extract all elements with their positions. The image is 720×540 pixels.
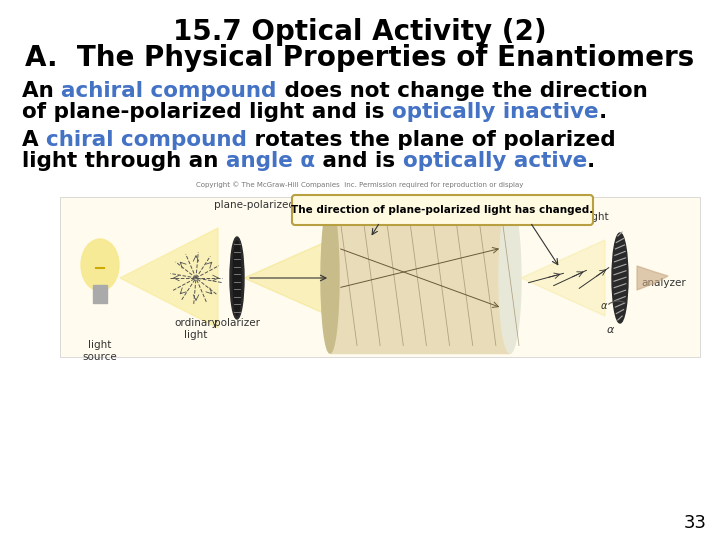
FancyBboxPatch shape (363, 202, 477, 224)
Ellipse shape (499, 203, 521, 353)
Text: An: An (22, 81, 61, 101)
Ellipse shape (612, 233, 628, 323)
Bar (93, 285, 107, 303)
Text: A.  The Physical Properties of Enantiomers: A. The Physical Properties of Enantiomer… (25, 44, 695, 72)
FancyBboxPatch shape (292, 195, 593, 225)
Polygon shape (521, 240, 605, 316)
Text: chiral compound: chiral compound (46, 130, 247, 150)
Ellipse shape (321, 203, 339, 353)
Text: optically active: optically active (402, 151, 587, 171)
Text: The direction of plane-polarized light has changed.: The direction of plane-polarized light h… (291, 205, 593, 215)
Ellipse shape (81, 239, 119, 291)
Text: rotates the plane of polarized: rotates the plane of polarized (247, 130, 616, 150)
Bar (330, 203, 510, 353)
Text: angle α: angle α (226, 151, 315, 171)
Text: .: . (598, 102, 607, 122)
Text: ordinary
light: ordinary light (174, 318, 218, 340)
Polygon shape (637, 266, 668, 290)
Text: exiting
plane-polarized light: exiting plane-polarized light (501, 200, 609, 221)
Text: does not change the direction: does not change the direction (276, 81, 647, 101)
Text: 15.7 Optical Activity (2): 15.7 Optical Activity (2) (174, 18, 546, 46)
Text: polarizer: polarizer (214, 318, 260, 328)
Text: and is: and is (315, 151, 402, 171)
Text: of plane-polarized light and is: of plane-polarized light and is (22, 102, 392, 122)
Text: sample tube: sample tube (387, 200, 452, 210)
Ellipse shape (233, 241, 241, 315)
Text: light
source: light source (83, 340, 117, 362)
Text: light through an: light through an (22, 151, 226, 171)
Text: α: α (600, 301, 607, 311)
Text: 33: 33 (684, 514, 707, 532)
Text: A: A (22, 130, 46, 150)
Text: chiral compound: chiral compound (374, 208, 466, 218)
Bar (60, 197, 700, 357)
Text: α: α (606, 325, 613, 335)
Text: Copyright © The McGraw-Hill Companies  Inc. Permission required for reproduction: Copyright © The McGraw-Hill Companies In… (197, 181, 523, 188)
Text: .: . (587, 151, 595, 171)
Text: optically inactive: optically inactive (392, 102, 598, 122)
Text: analyzer: analyzer (641, 278, 685, 288)
Text: achiral compound: achiral compound (61, 81, 276, 101)
Text: plane-polarized light: plane-polarized light (214, 200, 322, 210)
Ellipse shape (230, 237, 244, 319)
Polygon shape (120, 228, 218, 328)
Polygon shape (244, 240, 330, 316)
